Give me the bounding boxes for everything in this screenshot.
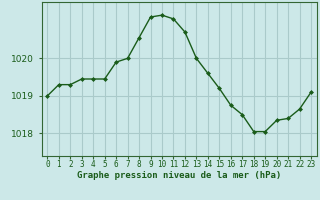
X-axis label: Graphe pression niveau de la mer (hPa): Graphe pression niveau de la mer (hPa) <box>77 171 281 180</box>
